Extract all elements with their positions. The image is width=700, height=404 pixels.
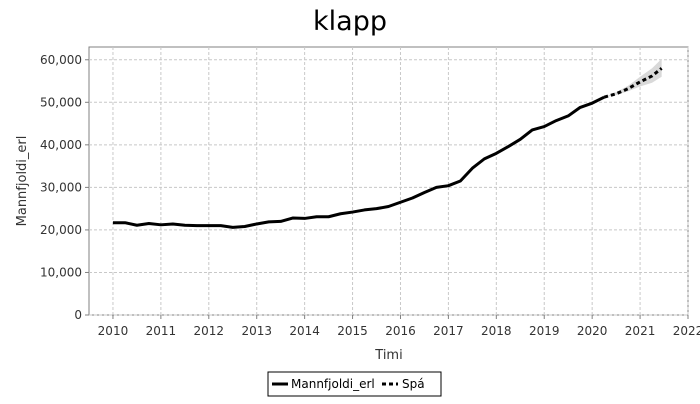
y-tick-label: 0 <box>74 308 82 322</box>
legend-label-mannfjoldi: Mannfjoldi_erl <box>291 377 375 391</box>
series-lines <box>112 67 663 229</box>
y-tick-label: 50,000 <box>40 95 82 109</box>
series-line-spa <box>603 67 663 99</box>
x-tick-label: 2016 <box>385 324 416 338</box>
x-tick-label: 2020 <box>577 324 608 338</box>
legend: Mannfjoldi_erl Spá <box>267 371 442 397</box>
y-tick-label: 10,000 <box>40 265 82 279</box>
series-line-mannfjoldi <box>112 95 605 229</box>
plot-area <box>88 46 689 316</box>
x-axis-ticks: 2010 2011 2012 2013 2014 2015 2016 2017 2018 2019… <box>98 315 700 338</box>
y-axis-ticks: 0 10,000 20,000 30,000 40,000 50,000 60,000 <box>40 53 89 322</box>
legend-label-spa: Spá <box>402 377 425 391</box>
x-tick-label: 2011 <box>146 324 177 338</box>
y-tick-label: 40,000 <box>40 138 82 152</box>
legend-box <box>267 371 442 397</box>
chart-title: klapp <box>313 6 387 37</box>
y-axis-label: Mannfjoldi_erl <box>15 136 30 227</box>
x-tick-label: 2022 <box>673 324 700 338</box>
x-tick-label: 2013 <box>241 324 272 338</box>
x-tick-label: 2021 <box>625 324 656 338</box>
x-tick-label: 2019 <box>529 324 560 338</box>
x-tick-label: 2014 <box>289 324 320 338</box>
x-tick-label: 2012 <box>194 324 225 338</box>
y-tick-label: 30,000 <box>40 180 82 194</box>
x-tick-label: 2017 <box>433 324 464 338</box>
x-tick-label: 2015 <box>337 324 368 338</box>
x-axis-label: Timi <box>374 348 402 363</box>
y-tick-label: 20,000 <box>40 223 82 237</box>
x-tick-label: 2018 <box>481 324 512 338</box>
x-tick-label: 2010 <box>98 324 129 338</box>
y-tick-label: 60,000 <box>40 53 82 67</box>
